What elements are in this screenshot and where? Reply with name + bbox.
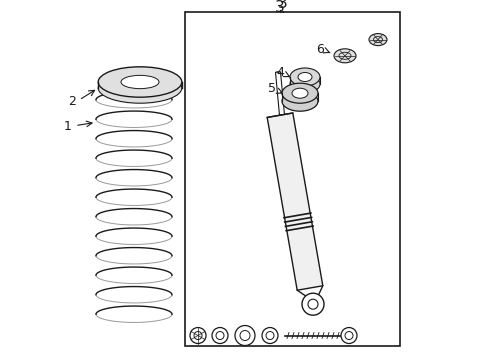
Circle shape	[345, 332, 352, 339]
Ellipse shape	[289, 75, 319, 93]
Text: 3: 3	[275, 0, 285, 15]
Text: 3: 3	[277, 0, 287, 10]
Ellipse shape	[373, 37, 382, 42]
Bar	[184, 12, 399, 346]
Text: 4: 4	[276, 66, 284, 78]
Ellipse shape	[291, 88, 307, 98]
Ellipse shape	[289, 68, 319, 86]
Circle shape	[340, 328, 356, 343]
Ellipse shape	[338, 52, 350, 59]
Text: 5: 5	[267, 82, 275, 95]
Ellipse shape	[368, 33, 386, 46]
Circle shape	[307, 299, 317, 309]
Ellipse shape	[282, 91, 317, 111]
Circle shape	[216, 332, 224, 339]
Circle shape	[262, 328, 278, 343]
Text: 6: 6	[315, 43, 323, 56]
Text: 1: 1	[64, 120, 72, 133]
Circle shape	[265, 332, 273, 339]
Polygon shape	[266, 113, 322, 290]
Ellipse shape	[190, 328, 205, 343]
Ellipse shape	[98, 73, 182, 103]
Circle shape	[302, 293, 324, 315]
Circle shape	[235, 325, 254, 346]
Ellipse shape	[121, 75, 159, 89]
Ellipse shape	[297, 72, 311, 81]
Ellipse shape	[98, 67, 182, 97]
Ellipse shape	[333, 49, 355, 63]
Ellipse shape	[194, 332, 202, 339]
Ellipse shape	[282, 83, 317, 103]
Circle shape	[212, 328, 227, 343]
Circle shape	[240, 330, 249, 341]
Text: 2: 2	[68, 95, 76, 108]
Polygon shape	[275, 72, 284, 116]
